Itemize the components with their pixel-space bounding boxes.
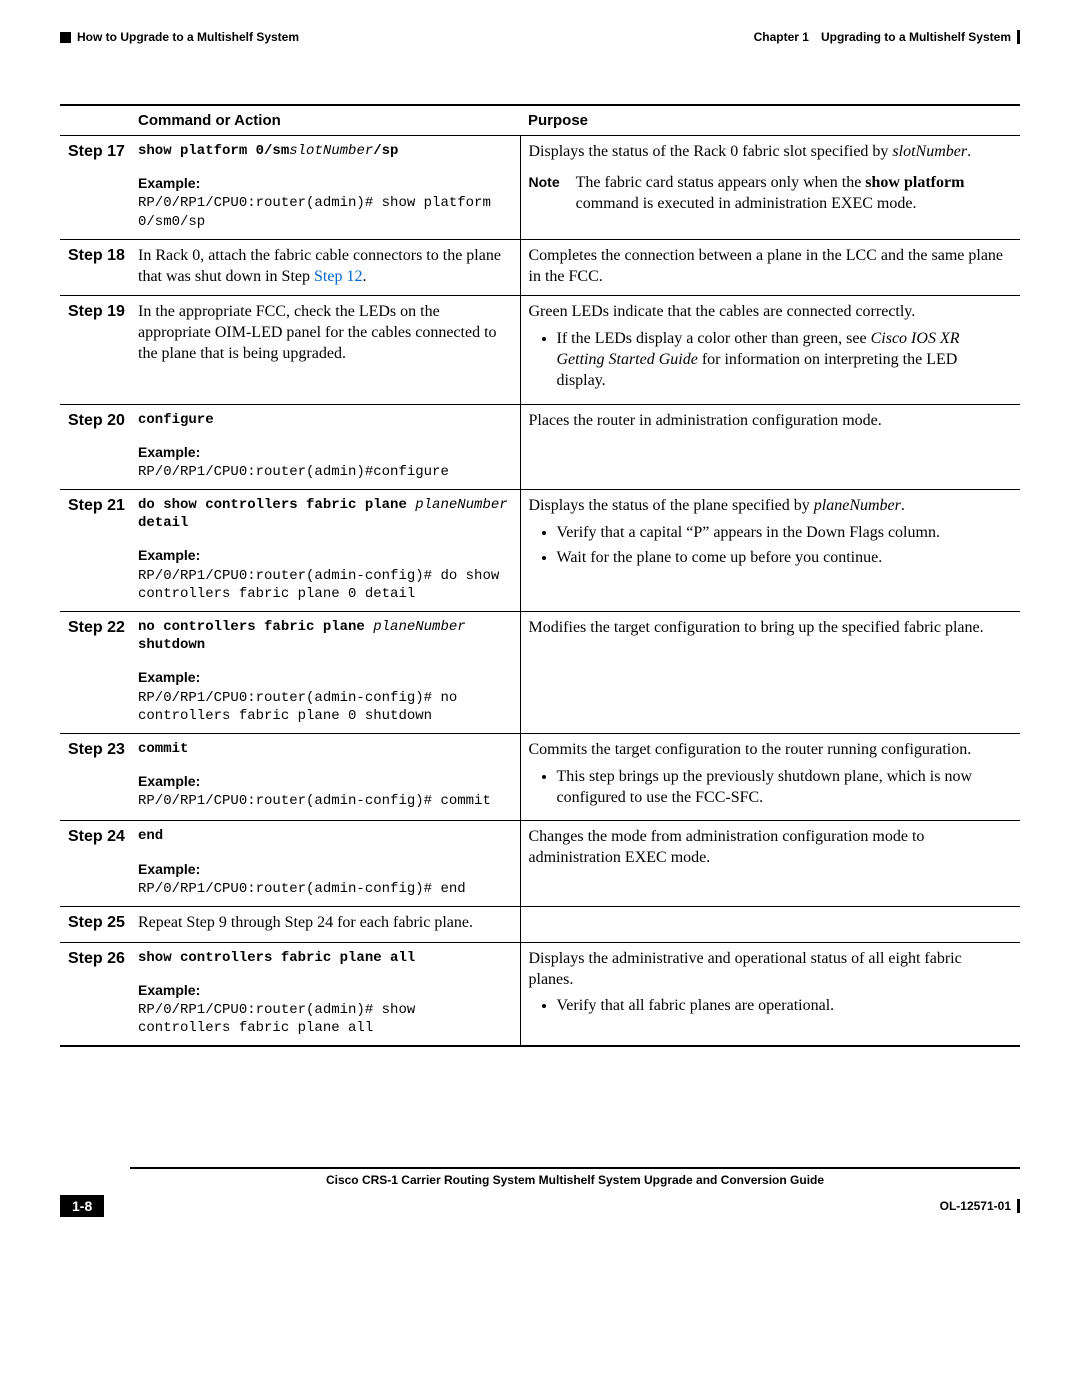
purpose-cell — [520, 906, 1020, 942]
note-text: The fabric card status appears only when… — [576, 173, 1010, 215]
bar-icon — [1017, 1199, 1020, 1213]
step-label: Step 23 — [60, 733, 130, 820]
command-cell: In the appropriate FCC, check the LEDs o… — [130, 296, 520, 404]
example-label: Example: — [138, 860, 510, 878]
purpose-cell: Completes the connection between a plane… — [520, 239, 1020, 296]
command-text: no controllers fabric plane planeNumber … — [138, 618, 510, 654]
command-cell: no controllers fabric plane planeNumber … — [130, 612, 520, 734]
page-footer: Cisco CRS-1 Carrier Routing System Multi… — [60, 1167, 1020, 1217]
doc-id: OL-12571-01 — [940, 1199, 1020, 1213]
col-purpose: Purpose — [520, 105, 1020, 136]
note-label: Note — [529, 173, 560, 215]
command-cell: In Rack 0, attach the fabric cable conne… — [130, 239, 520, 296]
purpose-cell: Modifies the target configuration to bri… — [520, 612, 1020, 734]
command-cell: show controllers fabric plane all Exampl… — [130, 942, 520, 1046]
list-item: This step brings up the previously shutd… — [557, 767, 1011, 809]
step-label: Step 18 — [60, 239, 130, 296]
purpose-cell: Displays the administrative and operatio… — [520, 942, 1020, 1046]
example-label: Example: — [138, 772, 510, 790]
chapter-title: Chapter 1 Upgrading to a Multishelf Syst… — [754, 30, 1011, 44]
command-text: do show controllers fabric plane planeNu… — [138, 496, 510, 532]
table-row: Step 23 commit Example: RP/0/RP1/CPU0:ro… — [60, 733, 1020, 820]
purpose-cell: Places the router in administration conf… — [520, 404, 1020, 490]
table-row: Step 18 In Rack 0, attach the fabric cab… — [60, 239, 1020, 296]
step-label: Step 22 — [60, 612, 130, 734]
table-row: Step 21 do show controllers fabric plane… — [60, 490, 1020, 612]
step-label: Step 25 — [60, 906, 130, 942]
purpose-cell: Green LEDs indicate that the cables are … — [520, 296, 1020, 404]
command-text: show platform 0/smslotNumber/sp — [138, 142, 510, 160]
example-label: Example: — [138, 174, 510, 192]
col-step-blank — [60, 105, 130, 136]
example-text: RP/0/RP1/CPU0:router(admin-config)# comm… — [138, 792, 510, 810]
header-left: How to Upgrade to a Multishelf System — [60, 30, 299, 44]
command-cell: Repeat Step 9 through Step 24 for each f… — [130, 906, 520, 942]
steps-table: Command or Action Purpose Step 17 show p… — [60, 104, 1020, 1047]
list-item: Verify that all fabric planes are operat… — [557, 996, 1011, 1017]
footer-rule — [130, 1167, 1020, 1169]
table-row: Step 20 configure Example: RP/0/RP1/CPU0… — [60, 404, 1020, 490]
example-text: RP/0/RP1/CPU0:router(admin-config)# no c… — [138, 689, 510, 725]
note-block: Note The fabric card status appears only… — [529, 173, 1011, 215]
purpose-cell: Commits the target configuration to the … — [520, 733, 1020, 820]
page: How to Upgrade to a Multishelf System Ch… — [0, 0, 1080, 1257]
purpose-list: Verify that a capital “P” appears in the… — [529, 523, 1011, 569]
purpose-text: Displays the administrative and operatio… — [529, 950, 962, 988]
example-text: RP/0/RP1/CPU0:router(admin)# show platfo… — [138, 194, 510, 230]
table-row: Step 17 show platform 0/smslotNumber/sp … — [60, 136, 1020, 240]
purpose-text: Displays the status of the Rack 0 fabric… — [529, 143, 972, 160]
header-right: Chapter 1 Upgrading to a Multishelf Syst… — [754, 30, 1020, 44]
purpose-list: If the LEDs display a color other than g… — [529, 329, 1011, 391]
table-row: Step 24 end Example: RP/0/RP1/CPU0:route… — [60, 821, 1020, 907]
list-item: Wait for the plane to come up before you… — [557, 548, 1011, 569]
step-label: Step 24 — [60, 821, 130, 907]
example-text: RP/0/RP1/CPU0:router(admin-config)# do s… — [138, 567, 510, 603]
example-label: Example: — [138, 981, 510, 999]
footer-title: Cisco CRS-1 Carrier Routing System Multi… — [130, 1173, 1020, 1187]
example-label: Example: — [138, 668, 510, 686]
purpose-text: Green LEDs indicate that the cables are … — [529, 303, 916, 320]
example-label: Example: — [138, 443, 510, 461]
page-number: 1-8 — [60, 1195, 104, 1217]
command-cell: do show controllers fabric plane planeNu… — [130, 490, 520, 612]
purpose-list: This step brings up the previously shutd… — [529, 767, 1011, 809]
col-command: Command or Action — [130, 105, 520, 136]
example-text: RP/0/RP1/CPU0:router(admin)# show contro… — [138, 1001, 510, 1037]
example-text: RP/0/RP1/CPU0:router(admin-config)# end — [138, 880, 510, 898]
purpose-cell: Changes the mode from administration con… — [520, 821, 1020, 907]
footer-bottom: 1-8 OL-12571-01 — [60, 1195, 1020, 1217]
command-cell: commit Example: RP/0/RP1/CPU0:router(adm… — [130, 733, 520, 820]
command-text: configure — [138, 411, 510, 429]
purpose-list: Verify that all fabric planes are operat… — [529, 996, 1011, 1017]
example-text: RP/0/RP1/CPU0:router(admin)#configure — [138, 463, 510, 481]
example-label: Example: — [138, 546, 510, 564]
section-title: How to Upgrade to a Multishelf System — [77, 30, 299, 44]
command-cell: end Example: RP/0/RP1/CPU0:router(admin-… — [130, 821, 520, 907]
command-text: show controllers fabric plane all — [138, 949, 510, 967]
step-label: Step 20 — [60, 404, 130, 490]
table-row: Step 22 no controllers fabric plane plan… — [60, 612, 1020, 734]
purpose-text: Commits the target configuration to the … — [529, 741, 972, 758]
command-cell: configure Example: RP/0/RP1/CPU0:router(… — [130, 404, 520, 490]
purpose-cell: Displays the status of the plane specifi… — [520, 490, 1020, 612]
purpose-cell: Displays the status of the Rack 0 fabric… — [520, 136, 1020, 240]
command-text: end — [138, 827, 510, 845]
page-header: How to Upgrade to a Multishelf System Ch… — [60, 30, 1020, 44]
list-item: If the LEDs display a color other than g… — [557, 329, 1011, 391]
step-label: Step 21 — [60, 490, 130, 612]
table-row: Step 25 Repeat Step 9 through Step 24 fo… — [60, 906, 1020, 942]
crossref-link[interactable]: Step 12 — [314, 268, 362, 285]
table-row: Step 26 show controllers fabric plane al… — [60, 942, 1020, 1046]
step-label: Step 17 — [60, 136, 130, 240]
step-label: Step 19 — [60, 296, 130, 404]
table-row: Step 19 In the appropriate FCC, check th… — [60, 296, 1020, 404]
command-text: commit — [138, 740, 510, 758]
purpose-text: Displays the status of the plane specifi… — [529, 497, 905, 514]
square-icon — [60, 32, 71, 43]
bar-icon — [1017, 30, 1020, 44]
list-item: Verify that a capital “P” appears in the… — [557, 523, 1011, 544]
command-cell: show platform 0/smslotNumber/sp Example:… — [130, 136, 520, 240]
step-label: Step 26 — [60, 942, 130, 1046]
